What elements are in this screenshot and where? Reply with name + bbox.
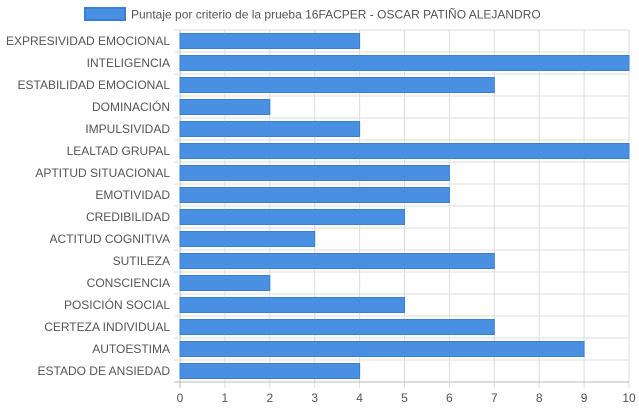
x-tick-label-0: 0: [177, 391, 184, 405]
bar-0[interactable]: [179, 33, 361, 49]
bar-7[interactable]: [179, 187, 450, 203]
x-tick-label-10: 10: [622, 391, 636, 405]
bar-11[interactable]: [179, 275, 271, 291]
category-label-3: DOMINACIÓN: [92, 99, 170, 114]
x-tick-label-5: 5: [401, 391, 408, 405]
bar-9[interactable]: [179, 231, 316, 247]
bar-12[interactable]: [179, 297, 405, 313]
category-label-14: AUTOESTIMA: [92, 342, 170, 356]
bars: [179, 33, 630, 379]
bar-3[interactable]: [179, 99, 271, 115]
category-label-7: EMOTIVIDAD: [95, 188, 170, 202]
legend-label: Puntaje por criterio de la prueba 16FACP…: [131, 8, 541, 22]
x-tick-label-3: 3: [311, 391, 318, 405]
bar-13[interactable]: [179, 319, 495, 335]
category-label-5: LEALTAD GRUPAL: [67, 144, 171, 158]
bar-6[interactable]: [179, 165, 450, 181]
category-label-4: IMPULSIVIDAD: [85, 122, 170, 136]
bar-10[interactable]: [179, 253, 495, 269]
x-tick-label-8: 8: [536, 391, 543, 405]
bar-5[interactable]: [179, 143, 630, 159]
x-tick-label-9: 9: [581, 391, 588, 405]
bar-8[interactable]: [179, 209, 405, 225]
category-labels: EXPRESIVIDAD EMOCIONAL INTELIGENCIA ESTABI…: [6, 34, 170, 378]
legend-swatch: [84, 7, 126, 21]
category-label-12: POSICIÓN SOCIAL: [64, 297, 170, 312]
bar-14[interactable]: [179, 341, 585, 357]
x-axis-tick-labels: 0 1 2 3 4 5 6 7 8 9 10: [177, 391, 636, 405]
category-label-2: ESTABILIDAD EMOCIONAL: [18, 78, 171, 92]
x-tick-label-1: 1: [222, 391, 229, 405]
category-label-15: ESTADO DE ANSIEDAD: [38, 364, 171, 378]
legend[interactable]: Puntaje por criterio de la prueba 16FACP…: [84, 7, 541, 22]
category-label-13: CERTEZA INDIVIDUAL: [44, 320, 170, 334]
bar-1[interactable]: [179, 55, 630, 71]
x-tick-label-7: 7: [491, 391, 498, 405]
category-label-11: CONSCIENCIA: [87, 276, 170, 290]
category-label-0: EXPRESIVIDAD EMOCIONAL: [6, 34, 170, 48]
x-tick-label-2: 2: [266, 391, 273, 405]
category-label-1: INTELIGENCIA: [87, 56, 170, 70]
bar-4[interactable]: [179, 121, 361, 137]
x-tick-label-6: 6: [446, 391, 453, 405]
x-tick-label-4: 4: [356, 391, 363, 405]
bar-15[interactable]: [179, 363, 361, 379]
bar-2[interactable]: [179, 77, 495, 93]
category-label-8: CREDIBILIDAD: [86, 210, 170, 224]
category-label-9: ACTITUD COGNITIVA: [50, 232, 170, 246]
category-label-10: SUTILEZA: [113, 254, 170, 268]
category-label-6: APTITUD SITUACIONAL: [35, 166, 170, 180]
